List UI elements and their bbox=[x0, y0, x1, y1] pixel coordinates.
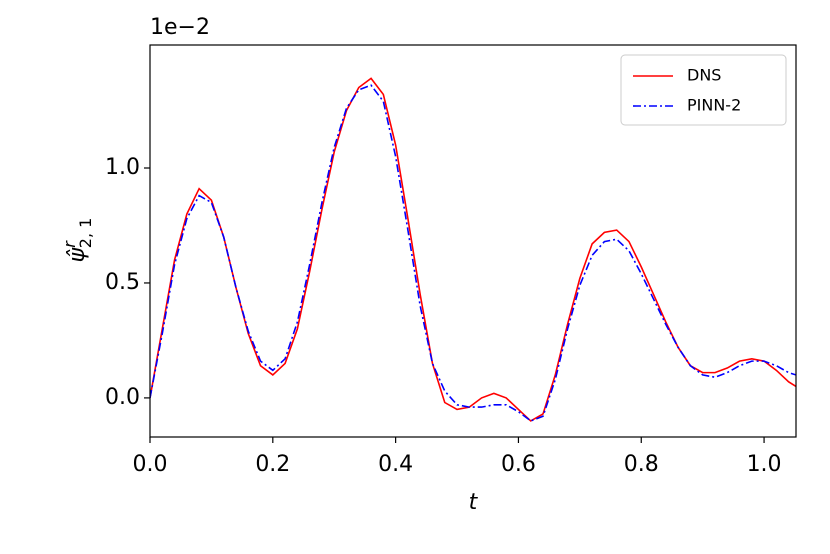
x-tick-label: 0.6 bbox=[501, 452, 536, 477]
legend-label: DNS bbox=[687, 66, 721, 85]
y-label-base: ψ̂ bbox=[65, 247, 90, 262]
legend-label: PINN-2 bbox=[687, 96, 741, 115]
x-tick-label: 0.0 bbox=[133, 452, 168, 477]
y-label-sub: 2, 1 bbox=[76, 218, 95, 249]
offset-text: 1e−2 bbox=[150, 15, 210, 40]
plot-frame bbox=[149, 44, 797, 438]
legend-box bbox=[620, 54, 787, 126]
y-label-sup: r bbox=[60, 240, 79, 248]
y-tick-label: 1.0 bbox=[105, 155, 140, 180]
x-axis-label: t bbox=[469, 490, 479, 515]
series-line bbox=[150, 84, 796, 422]
x-tick-label: 0.4 bbox=[378, 452, 413, 477]
y-tick-label: 0.5 bbox=[105, 270, 140, 295]
series-line bbox=[150, 77, 796, 422]
y-tick-label: 0.0 bbox=[105, 385, 140, 410]
y-axis-label: ψ̂r2, 1 bbox=[60, 218, 95, 263]
x-tick-label: 0.8 bbox=[624, 452, 659, 477]
x-tick-label: 0.2 bbox=[255, 452, 290, 477]
x-tick-label: 1.0 bbox=[747, 452, 782, 477]
